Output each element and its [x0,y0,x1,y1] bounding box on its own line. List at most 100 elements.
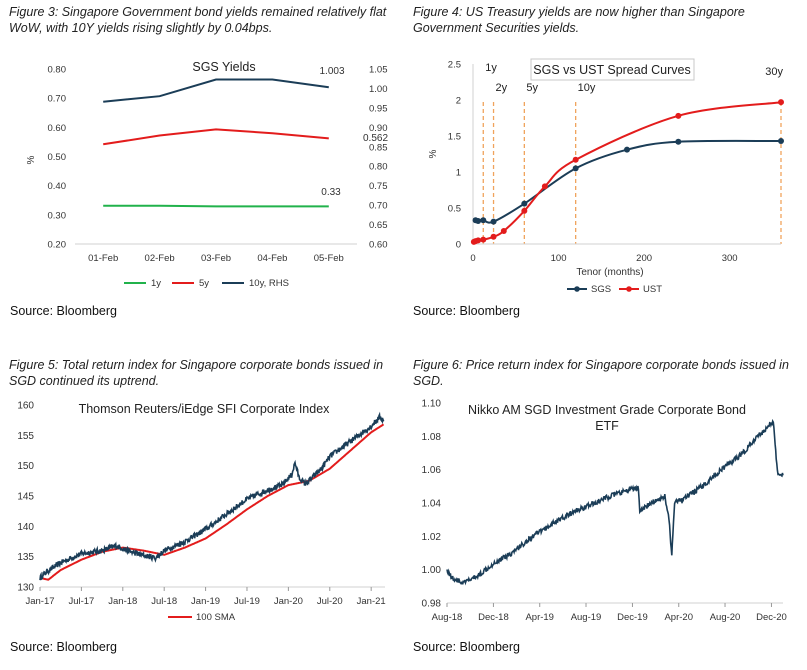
y2-tick-label: 0.70 [369,201,388,212]
y-tick-label: 2 [456,96,461,107]
y-tick-label: 0.40 [48,181,67,192]
sfi-corporate-index-chart: 130 135 140 145 150 155 160 Jan-17 Jul-17 Jan-18… [17,401,386,624]
spread-curves-chart: 1y 2y 5y 10y 30y 0 0.5 1 1.5 2 2.5 0 100 200 300 SGS… [428,58,784,295]
y-tick-labels: 0.98 1.00 1.02 1.04 1.06 1.08 1.10 [422,399,442,610]
y2-tick-label: 0.75 [369,181,388,192]
series-layer [103,78,329,208]
data-point-UST [541,183,548,190]
data-point-UST [475,237,482,244]
x-tick-label: Dec-20 [756,612,787,623]
data-point-SGS [490,218,497,225]
y-tick-label: 1.04 [422,499,442,510]
y2-tick-label: 0.95 [369,103,388,114]
x-tick-label: Jan-17 [25,596,54,607]
y-tick-label: 130 [17,583,34,594]
y-tick-label: 0.30 [48,210,67,221]
y2-tick-label: 0.60 [369,240,388,251]
x-tick-label: Apr-20 [664,612,693,623]
y-tick-label: 0.70 [48,94,67,105]
legend-marker-ust [626,286,632,292]
x-tick-label: Apr-19 [525,612,554,623]
x-tick-label: 04-Feb [257,253,287,264]
series-line-index [39,411,385,581]
figure-3-source: Source: Bloomberg [10,304,118,318]
x-tick-label: 05-Feb [314,253,344,264]
y-tick-label: 135 [17,552,34,563]
data-point-UST [500,228,507,235]
y-tick-labels: 0 0.5 1 1.5 2 2.5 [448,60,461,251]
series-line-etf [446,418,784,586]
y-tick-labels-left: 0.20 0.30 0.40 0.50 0.60 0.70 0.80 [48,65,67,251]
tenor-marker-label-2y: 2y [496,82,508,94]
y-tick-label: 155 [17,431,34,442]
series-line-UST [473,101,782,243]
x-tick-label: 300 [722,253,738,264]
x-tick-label: Jul-18 [151,596,177,607]
legend: 100 SMA [168,612,236,623]
x-tick-label: Jan-21 [357,596,386,607]
figure-5-caption: Figure 5: Total return index for Singapo… [9,358,384,388]
x-tick-label: Dec-19 [617,612,648,623]
y-tick-label: 0.98 [422,599,442,610]
legend-label-sma: 100 SMA [196,612,236,623]
y-tick-label: 2.5 [448,60,461,71]
y-tick-labels: 130 135 140 145 150 155 160 [17,401,34,594]
legend-label-10y: 10y, RHS [249,278,289,289]
data-point-SGS [475,217,482,224]
series-line-100-sma [39,423,385,581]
series-layer [470,99,784,245]
x-tick-label: Aug-20 [710,612,741,623]
data-point-SGS [624,146,630,153]
data-point-UST [675,112,682,119]
tenor-marker-label-5y: 5y [526,82,538,94]
figure-4-source: Source: Bloomberg [413,304,521,318]
y-tick-label: 145 [17,492,34,503]
sgs-yields-chart: 0.20 0.30 0.40 0.50 0.60 0.70 0.80 0.60 0.65 0.7… [26,60,388,289]
y2-tick-label: 0.90 [369,123,388,134]
nikko-etf-chart: 0.98 1.00 1.02 1.04 1.06 1.08 1.10 Aug-18 Dec-1… [422,399,787,624]
y2-tick-label: 1.05 [369,65,388,76]
legend-label-ust: UST [643,284,662,295]
x-tick-labels: Jan-17 Jul-17 Jan-18 Jul-18 Jan-19 Jul-19 Jan-… [25,587,386,607]
data-point-SGS [778,138,784,145]
tenor-marker-label-30y: 30y [765,66,783,78]
chart-title-line-2: ETF [595,419,619,433]
data-point-SGS [572,165,579,172]
data-point-SGS [521,200,528,207]
x-axis-label: Tenor (months) [576,267,643,278]
series-layer [39,411,385,581]
y-tick-label: 1.06 [422,465,442,476]
series-line-10y [103,78,329,103]
chart-title: Thomson Reuters/iEdge SFI Corporate Inde… [79,402,331,416]
y-tick-label: 1 [456,168,461,179]
annotation-1y: 0.33 [321,187,341,198]
y-tick-label: 1.02 [422,532,442,543]
title-box [530,58,695,81]
series-line-1y [103,204,329,208]
x-tick-label: Aug-19 [571,612,602,623]
y-tick-label: 1.08 [422,432,442,443]
y-tick-label: 0.5 [448,204,461,215]
x-tick-label: Dec-18 [478,612,509,623]
y-tick-label: 0.60 [48,123,67,134]
figure-5-source: Source: Bloomberg [10,640,118,654]
figure-6-source: Source: Bloomberg [413,640,521,654]
figure-6-caption: Figure 6: Price return index for Singapo… [413,358,789,388]
y-tick-label: 1.10 [422,399,442,410]
legend-label-sgs: SGS [591,284,611,295]
series-line-5y [103,128,329,146]
y2-tick-label: 0.65 [369,220,388,231]
tenor-markers: 1y 2y 5y 10y 30y [482,62,783,244]
y-tick-label: 0.80 [48,65,67,76]
legend: 1y 5y 10y, RHS [124,278,289,289]
figure-4-caption: Figure 4: US Treasury yields are now hig… [413,5,745,35]
tenor-marker-label-1y: 1y [485,62,497,74]
data-point-UST [521,207,528,214]
x-tick-label: Jul-20 [317,596,343,607]
y-tick-label: 0.50 [48,152,67,163]
x-tick-label: Jan-19 [191,596,220,607]
y-tick-label: 0.20 [48,240,67,251]
data-point-UST [490,233,497,240]
x-tick-label: 0 [470,253,475,264]
y-tick-label: 150 [17,461,34,472]
